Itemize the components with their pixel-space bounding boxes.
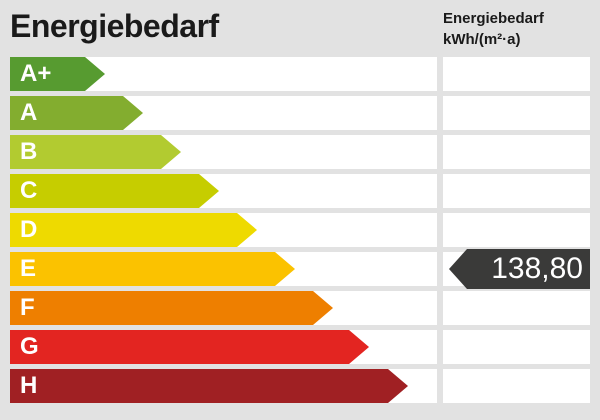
scale-row-a: A	[10, 96, 590, 130]
energy-bar-b: B	[10, 135, 181, 169]
value-cell-e: 138,80	[443, 249, 590, 289]
energy-bar-h: H	[10, 369, 408, 403]
energy-bar-d: D	[10, 213, 257, 247]
energy-bar-label: B	[20, 138, 38, 165]
energy-bar-label: F	[20, 294, 35, 321]
unit-label: Energiebedarf kWh/(m²·a)	[443, 8, 544, 50]
scale-row-a-plus: A+	[10, 57, 590, 91]
value-cell	[443, 57, 590, 91]
energy-bar-label: H	[20, 372, 38, 399]
scale-row-h: H	[10, 369, 590, 403]
bar-cell: H	[10, 369, 437, 403]
scale-row-g: G	[10, 330, 590, 364]
scale-row-d: D	[10, 213, 590, 247]
value-badge: 138,80	[449, 249, 590, 289]
bar-cell: B	[10, 135, 437, 169]
energy-bar-c: C	[10, 174, 219, 208]
bar-cell: A	[10, 96, 437, 130]
value-cell	[443, 330, 590, 364]
value-cell	[443, 174, 590, 208]
page-title: Energiebedarf	[10, 8, 219, 44]
unit-label-line1: Energiebedarf	[443, 10, 544, 27]
value-cell	[443, 135, 590, 169]
value-cell	[443, 369, 590, 403]
bar-cell: F	[10, 291, 437, 325]
energy-bar-e: E	[10, 252, 295, 286]
unit-label-line2: kWh/(m²·a)	[443, 31, 521, 48]
energy-bar-label: E	[20, 255, 37, 282]
scale-row-b: B	[10, 135, 590, 169]
bar-cell: E	[10, 252, 437, 286]
energy-scale: A+ A B C	[10, 57, 590, 403]
value-text: 138,80	[491, 252, 583, 285]
energy-bar-label: C	[20, 177, 38, 204]
scale-row-f: F	[10, 291, 590, 325]
bar-cell: D	[10, 213, 437, 247]
bar-cell: G	[10, 330, 437, 364]
value-cell	[443, 291, 590, 325]
energy-bar-g: G	[10, 330, 369, 364]
energy-bar-a-plus: A+	[10, 57, 105, 91]
energy-bar-label: A	[20, 99, 38, 126]
value-cell	[443, 213, 590, 247]
energy-bar-label: G	[20, 333, 39, 360]
energy-bar-a: A	[10, 96, 143, 130]
scale-row-c: C	[10, 174, 590, 208]
energy-bar-label: A+	[20, 60, 52, 87]
bar-cell: A+	[10, 57, 437, 91]
energy-bar-f: F	[10, 291, 333, 325]
scale-row-e: E 138,80	[10, 249, 590, 289]
energy-bar-label: D	[20, 216, 38, 243]
value-cell	[443, 96, 590, 130]
bar-cell: C	[10, 174, 437, 208]
